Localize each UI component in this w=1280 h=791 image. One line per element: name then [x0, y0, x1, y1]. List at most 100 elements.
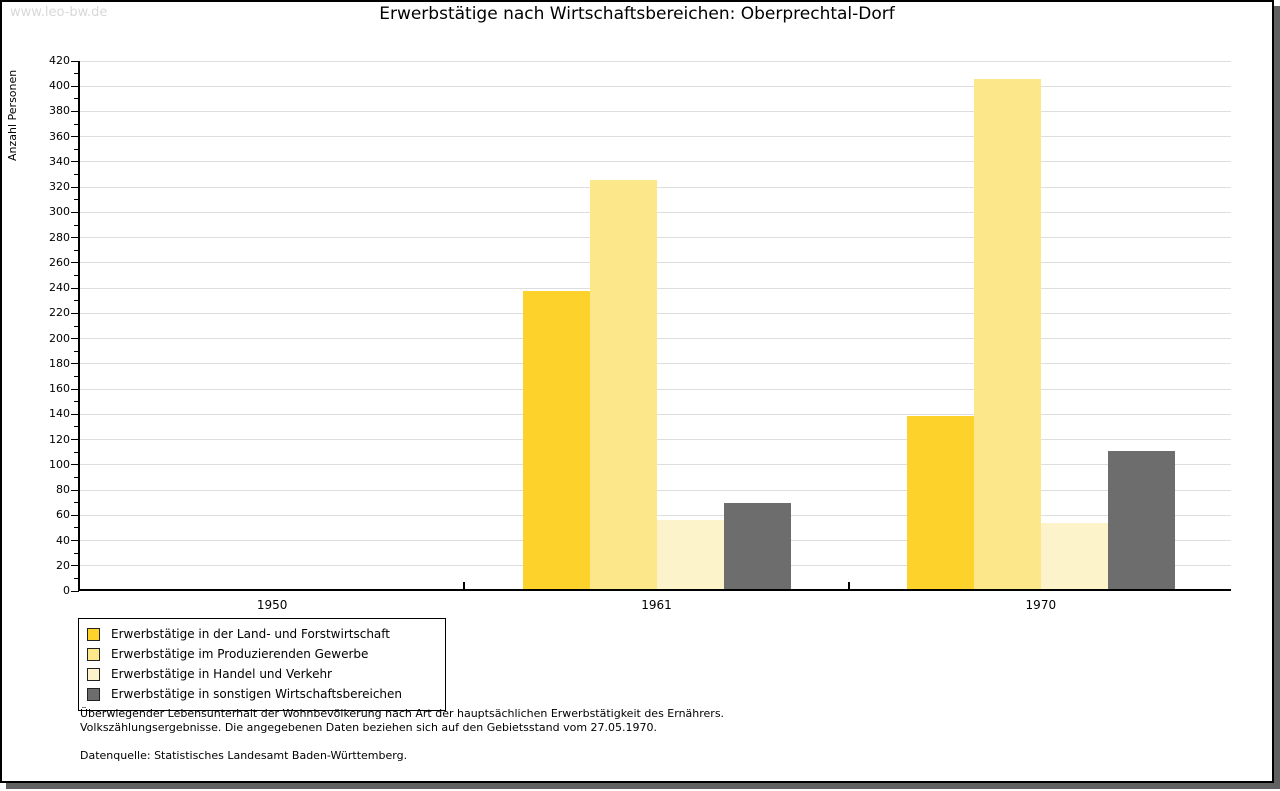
- y-axis-tick-label: 100: [49, 457, 70, 471]
- y-axis-major-tick: [71, 161, 79, 163]
- y-axis-tick-label: 80: [56, 483, 70, 497]
- y-axis-minor-tick: [74, 73, 79, 75]
- y-axis-major-tick: [71, 514, 79, 516]
- y-axis-major-tick: [71, 413, 79, 415]
- y-axis-title: Anzahl Personen: [6, 69, 19, 161]
- y-axis-tick-label: 360: [49, 129, 70, 143]
- legend-item-label: Erwerbstätige in der Land- und Forstwirt…: [111, 627, 390, 641]
- legend-item-label: Erwerbstätige in Handel und Verkehr: [111, 667, 332, 681]
- gridline: [80, 110, 1231, 112]
- bar-1961-series-2: [589, 180, 657, 589]
- x-axis-category-label: 1950: [256, 598, 288, 612]
- y-axis-tick-label: 240: [49, 281, 70, 295]
- gridline: [80, 85, 1231, 87]
- y-axis-minor-tick: [74, 350, 79, 352]
- y-axis-major-tick: [71, 237, 79, 239]
- y-axis-major-tick: [71, 312, 79, 314]
- chart-title: Erwerbstätige nach Wirtschaftsbereichen:…: [379, 4, 895, 24]
- y-axis-tick-label: 320: [49, 180, 70, 194]
- legend-item-label: Erwerbstätige im Produzierenden Gewerbe: [111, 647, 369, 661]
- bar-1961-series-3: [656, 519, 724, 589]
- y-axis-tick-label: 260: [49, 255, 70, 269]
- bar-1961-series-4: [723, 503, 791, 589]
- y-axis-major-tick: [71, 338, 79, 340]
- y-axis-tick-label: 340: [49, 154, 70, 168]
- y-axis-minor-tick: [74, 224, 79, 226]
- y-axis-major-tick: [71, 186, 79, 188]
- x-axis-category-label: 1961: [641, 598, 672, 612]
- y-axis-tick-label: 200: [49, 331, 70, 345]
- x-axis-category-label: 1970: [1025, 598, 1057, 612]
- y-axis-major-tick: [71, 388, 79, 390]
- y-axis-minor-tick: [74, 123, 79, 125]
- footnote-text: Überwiegender Lebensunterhalt der Wohnbe…: [80, 707, 724, 735]
- y-axis-minor-tick: [74, 502, 79, 504]
- legend-item: Erwerbstätige in Handel und Verkehr: [87, 664, 437, 684]
- y-axis-major-tick: [71, 211, 79, 213]
- legend-color-swatch: [87, 667, 100, 681]
- y-axis-tick-label: 380: [49, 104, 70, 118]
- y-axis-major-tick: [71, 262, 79, 264]
- y-axis-minor-tick: [74, 451, 79, 453]
- bar-1970-series-3: [1040, 523, 1108, 589]
- y-axis-tick-label: 120: [49, 432, 70, 446]
- y-axis-tick-label: 220: [49, 306, 70, 320]
- y-axis-tick-label: 180: [49, 356, 70, 370]
- y-axis-major-tick: [71, 489, 79, 491]
- y-axis-tick-label: 400: [49, 79, 70, 93]
- y-axis-major-tick: [71, 439, 79, 441]
- y-axis-major-tick: [71, 565, 79, 567]
- plot-area: 0 20 40 60 80 100 120 140 160 180 200 220 240 260 280 3…: [49, 55, 1231, 612]
- y-axis-tick-label: 0: [63, 584, 70, 597]
- bar-1961-series-1: [522, 291, 590, 589]
- y-axis-tick-label: 160: [49, 382, 70, 396]
- y-axis-minor-tick: [74, 426, 79, 428]
- y-axis-minor-tick: [74, 476, 79, 478]
- y-axis-major-tick: [71, 110, 79, 112]
- watermark-text: www.leo-bw.de: [10, 5, 108, 20]
- y-axis-minor-tick: [74, 300, 79, 302]
- gridline: [80, 161, 1231, 163]
- y-axis-major-tick: [71, 540, 79, 542]
- y-axis-tick-label: 140: [49, 407, 70, 421]
- legend-item: Erwerbstätige im Produzierenden Gewerbe: [87, 644, 437, 664]
- x-axis-boundary-tick: [847, 582, 850, 589]
- y-axis-minor-tick: [74, 275, 79, 277]
- data-source-text: Datenquelle: Statistisches Landesamt Bad…: [80, 749, 408, 762]
- y-axis-major-tick: [71, 60, 79, 62]
- y-axis-tick-label: 20: [56, 558, 70, 572]
- legend-item: Erwerbstätige in der Land- und Forstwirt…: [87, 624, 437, 644]
- footnote-line-2: Volkszählungsergebnisse. Die angegebenen…: [80, 721, 658, 734]
- y-axis-tick-label: 300: [49, 205, 70, 219]
- y-axis-tick-label: 40: [56, 533, 70, 547]
- x-axis-boundary-tick: [463, 582, 466, 589]
- y-axis-major-tick: [71, 590, 79, 592]
- y-axis-minor-tick: [74, 199, 79, 201]
- y-axis-minor-tick: [74, 527, 79, 529]
- legend-color-swatch: [87, 687, 100, 701]
- y-axis-tick-label: 60: [56, 508, 70, 522]
- y-axis-minor-tick: [74, 552, 79, 554]
- bar-1970-series-1: [906, 416, 974, 589]
- legend-color-swatch: [87, 647, 100, 661]
- y-axis-major-tick: [71, 136, 79, 138]
- y-axis-minor-tick: [74, 249, 79, 251]
- bar-1970-series-4: [1107, 451, 1175, 589]
- y-axis-minor-tick: [74, 325, 79, 327]
- gridline: [80, 136, 1231, 138]
- y-axis-major-tick: [71, 363, 79, 365]
- legend-item-label: Erwerbstätige in sonstigen Wirtschaftsbe…: [111, 687, 403, 701]
- bar-1970-series-2: [973, 79, 1041, 589]
- y-axis-minor-tick: [74, 577, 79, 579]
- y-axis-major-tick: [71, 287, 79, 289]
- legend-item: Erwerbstätige in sonstigen Wirtschaftsbe…: [87, 684, 437, 704]
- y-axis-minor-tick: [74, 401, 79, 403]
- y-axis-tick-label: 420: [49, 54, 70, 67]
- footnote-line-1: Überwiegender Lebensunterhalt der Wohnbe…: [80, 707, 725, 720]
- y-axis-minor-tick: [74, 98, 79, 100]
- y-axis-minor-tick: [74, 174, 79, 176]
- y-axis-major-tick: [71, 85, 79, 87]
- legend: Erwerbstätige in der Land- und Forstwirt…: [78, 618, 446, 711]
